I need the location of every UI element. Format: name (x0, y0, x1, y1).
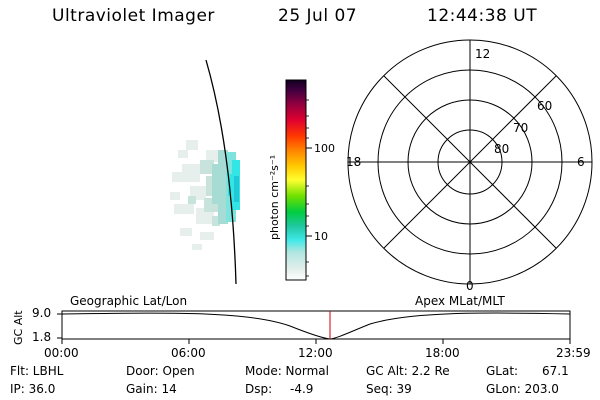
app-title: Ultraviolet Imager (52, 6, 215, 26)
colorbar-label: photon cm⁻²s⁻¹ (268, 155, 281, 240)
mode-info: Mode: Normal (245, 364, 329, 378)
gain-info: Gain: 14 (126, 382, 177, 396)
timeline-right-caption: Apex MLat/MLT (415, 294, 505, 308)
aurora-image (170, 59, 240, 285)
timeline-ylabel: GC Alt (12, 310, 25, 345)
ip-info: IP: 36.0 (10, 382, 56, 396)
colorbar: 100 10 photon cm⁻²s⁻¹ (268, 79, 335, 281)
mlt-label-18: 18 (346, 155, 361, 169)
glon-info: GLon: 203.0 (486, 382, 559, 396)
date-label: 25 Jul 07 (278, 6, 358, 26)
time-label: 12:44:38 UT (427, 6, 538, 26)
timeline-ytick-low: 1.8 (32, 330, 52, 344)
timeline-ytick-high: 9.0 (32, 306, 52, 320)
mlt-label-6: 6 (577, 155, 585, 169)
gc-alt-info: GC Alt: 2.2 Re (366, 364, 450, 378)
timeline-xtick-0600: 06:00 (171, 346, 206, 360)
timeline-xtick-0000: 00:00 (44, 346, 79, 360)
timeline-xtick-1200: 12:00 (298, 346, 333, 360)
mlt-label-12: 12 (475, 47, 490, 61)
glat-value: 67.1 (542, 364, 569, 378)
timeline-xtick-2359: 23:59 (556, 346, 591, 360)
seq-info: Seq: 39 (366, 382, 412, 396)
timeline-panel: GC Alt (12, 310, 571, 345)
lat-label-60: 60 (537, 99, 552, 113)
mlt-label-0: 0 (466, 279, 474, 293)
glat-label: GLat: (486, 364, 519, 378)
dsp-label: Dsp: (245, 382, 273, 396)
colorbar-tick-10: 10 (314, 230, 328, 243)
filter-info: Flt: LBHL (10, 364, 64, 378)
timeline-xtick-1800: 18:00 (425, 346, 460, 360)
dsp-value: -4.9 (290, 382, 314, 396)
timeline-left-caption: Geographic Lat/Lon (70, 294, 188, 308)
gc-alt-curve (61, 312, 571, 340)
terminator-line (205, 59, 237, 285)
door-info: Door: Open (126, 364, 195, 378)
colorbar-tick-100: 100 (314, 142, 335, 155)
lat-label-70: 70 (513, 121, 528, 135)
lat-label-80: 80 (494, 142, 509, 156)
polar-plot (347, 39, 593, 285)
